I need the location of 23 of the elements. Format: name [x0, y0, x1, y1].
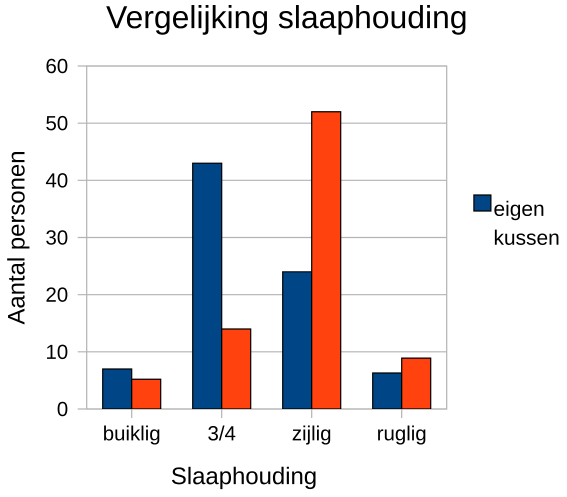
y-tick-label: 10	[47, 344, 68, 360]
x-tick-label: 3/4	[208, 426, 236, 441]
bar	[401, 358, 432, 409]
x-axis-title: Slaaphouding	[172, 466, 316, 490]
bar	[311, 111, 342, 409]
x-tick-label: buiklig	[104, 426, 160, 445]
x-tick-label: ruglig	[378, 426, 426, 445]
y-tick-label: 60	[46, 58, 68, 74]
bar	[192, 162, 222, 409]
y-tick-label: 50	[46, 116, 68, 130]
y-tick-label: 30	[46, 230, 68, 245]
y-tick-label: 20	[46, 287, 68, 302]
bar	[282, 271, 312, 409]
legend-label: eigen kussen	[494, 200, 558, 245]
y-axis-title: Aantal personen	[7, 152, 30, 325]
y-tick-label: 0	[58, 402, 68, 416]
bar	[131, 378, 162, 409]
bar	[221, 328, 252, 409]
bar	[372, 372, 402, 409]
x-tick-label: zijlig	[292, 426, 330, 445]
chart-title: Vergelijking slaaphouding	[106, 5, 466, 35]
bar	[102, 368, 132, 409]
y-tick-label: 40	[46, 173, 68, 188]
